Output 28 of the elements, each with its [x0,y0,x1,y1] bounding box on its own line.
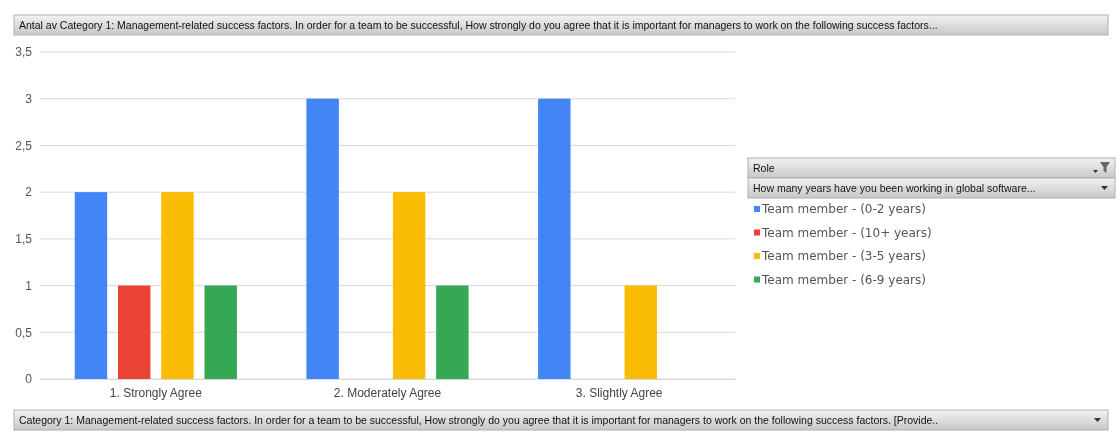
bar [306,98,339,379]
bar [204,285,237,379]
y-tick-label: 0,5 [15,325,33,340]
legend-title: Role [753,162,775,174]
y-tick-label: 2,5 [15,138,33,153]
x-tick-label: 1. Strongly Agree [109,385,203,400]
bar [538,98,571,379]
x-tick-label: 3. Slightly Agree [575,385,663,400]
x-tick-label: 2. Moderately Agree [333,385,442,400]
y-tick-label: 0 [25,372,33,387]
bar [436,285,469,379]
x-axis-title: Category 1: Management-related success factors. In order for a team to be successful, How strongly do you agree that it is important for managers to work on the following success factors. [Provide.. [19,414,939,426]
y-tick-label: 3,5 [15,45,33,60]
text: How many years have you been working in global software... [753,182,1036,194]
y-tick-label: 1 [25,278,33,293]
legend-label: Team member - (10+ years) [761,225,932,240]
y-tick-label: 3 [25,92,33,107]
bar [392,192,426,379]
y-tick-label: 1,5 [15,232,33,247]
bar [161,192,194,379]
bar [74,192,108,379]
chart-title: Antal av Category 1: Management-related success factors. In order for a team to be successful, How strongly do you agree that it is important for managers to work on the following success factors... [19,19,938,31]
y-tick-label: 2 [25,185,33,200]
bar [624,285,658,379]
bar [117,285,151,379]
legend-label: Team member - (3-5 years) [761,249,926,263]
legend-label: Team member - (6-9 years) [761,272,926,287]
legend-label: Team member - (0-2 years) [761,202,926,216]
